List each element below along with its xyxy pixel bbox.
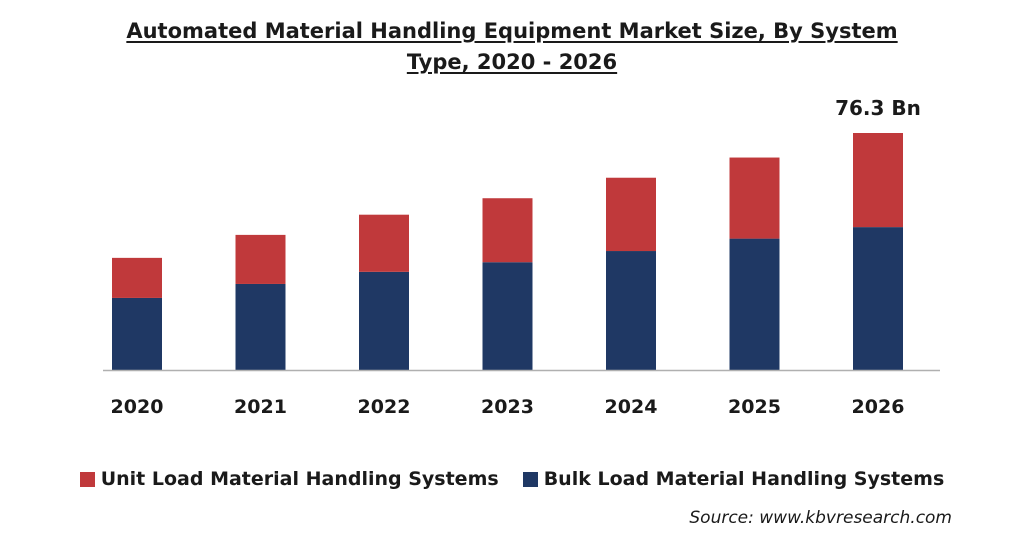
legend-label-unit-load: Unit Load Material Handling Systems xyxy=(100,468,499,490)
bar-bulk-2026 xyxy=(853,227,903,370)
bar-unit-2024 xyxy=(606,177,656,252)
bar-unit-2026 xyxy=(853,133,903,228)
legend-item-unit-load: Unit Load Material Handling Systems xyxy=(79,468,499,490)
bar-unit-2022 xyxy=(359,214,409,272)
chart-legend: Unit Load Material Handling Systems Bulk… xyxy=(0,464,1024,494)
bar-unit-2025 xyxy=(729,157,780,239)
data-label-2026: 76.3 Bn xyxy=(835,96,921,120)
bar-unit-2021 xyxy=(235,234,286,284)
legend-item-bulk-load: Bulk Load Material Handling Systems xyxy=(522,468,945,490)
legend-label-bulk-load: Bulk Load Material Handling Systems xyxy=(543,468,945,490)
bar-bulk-2021 xyxy=(235,283,286,370)
bar-unit-2020 xyxy=(112,257,162,298)
x-tick-label-2025: 2025 xyxy=(728,396,781,418)
legend-swatch-bulk-load xyxy=(522,471,538,487)
bar-unit-2023 xyxy=(482,198,533,263)
bar-bulk-2023 xyxy=(482,262,533,370)
bar-bulk-2024 xyxy=(606,251,656,370)
legend-swatch-unit-load xyxy=(79,471,95,487)
x-tick-label-2022: 2022 xyxy=(358,396,411,418)
x-tick-label-2026: 2026 xyxy=(852,396,905,418)
source-note: Source: www.kbvresearch.com xyxy=(689,508,952,528)
x-tick-label-2020: 2020 xyxy=(111,396,164,418)
bar-bulk-2020 xyxy=(112,297,162,370)
x-tick-label-2023: 2023 xyxy=(481,396,534,418)
x-tick-label-2024: 2024 xyxy=(605,396,658,418)
x-tick-label-2021: 2021 xyxy=(234,396,287,418)
bar-bulk-2025 xyxy=(729,238,780,370)
chart-title-line1: Automated Material Handling Equipment Ma… xyxy=(126,19,898,43)
chart-title-line2: Type, 2020 - 2026 xyxy=(406,50,618,74)
bar-bulk-2022 xyxy=(359,271,409,370)
chart-title: Automated Material Handling Equipment Ma… xyxy=(0,16,1024,78)
